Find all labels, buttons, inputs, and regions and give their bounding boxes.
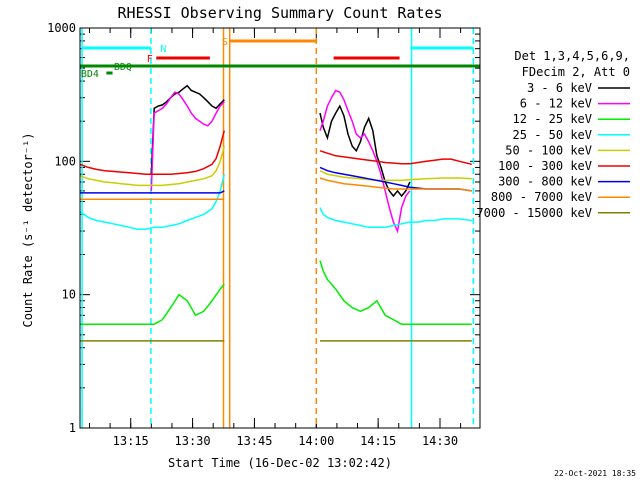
legend-label: 800 - 7000 keV	[491, 190, 592, 204]
series-line	[319, 207, 472, 229]
series-line	[319, 170, 472, 182]
legend-label: 25 - 50 keV	[513, 128, 592, 142]
series-line	[319, 166, 472, 192]
legend-label: 12 - 25 keV	[513, 112, 592, 126]
x-axis-label: Start Time (16-Dec-02 13:02:42)	[168, 456, 392, 470]
y-tick-label: 10	[62, 288, 76, 302]
series-line	[150, 91, 225, 191]
legend-header-line-1: Det 1,3,4,5,6,9,	[514, 49, 630, 63]
series-line	[79, 130, 226, 176]
series-line	[319, 177, 472, 192]
plot-frame	[79, 27, 481, 429]
x-tick-label: 13:45	[236, 434, 272, 448]
x-tick-label: 13:30	[175, 434, 211, 448]
flag-bar-label: F	[147, 54, 153, 65]
legend-label: 50 - 100 keV	[505, 143, 592, 157]
series-line	[319, 150, 472, 166]
flag-bar-label: N	[160, 44, 166, 55]
flag-bar-label: BDQ	[114, 62, 132, 73]
series-line	[80, 283, 225, 325]
series-line	[79, 174, 226, 230]
legend-label: 3 - 6 keV	[527, 81, 592, 95]
flag-bar-label: S	[222, 37, 228, 48]
legend-label: 300 - 800 keV	[498, 175, 592, 189]
series-line	[79, 145, 226, 187]
series-line	[319, 104, 411, 198]
x-tick-label: 14:00	[298, 434, 334, 448]
y-tick-label: 1000	[47, 21, 76, 35]
legend-label: 7000 - 15000 keV	[476, 206, 592, 220]
y-tick-label: 100	[54, 154, 76, 168]
series-line	[80, 190, 225, 194]
series-line	[319, 260, 472, 325]
x-tick-label: 14:15	[360, 434, 396, 448]
flag-bar-label: BD4	[81, 69, 99, 80]
y-axis-label: Count Rate (s⁻¹ detector⁻¹)	[21, 132, 35, 327]
legend-header-line-2: FDecim 2, Att 0	[522, 65, 630, 79]
footer-timestamp: 22-Oct-2021 18:35	[554, 469, 636, 478]
legend-label: 100 - 300 keV	[498, 159, 592, 173]
y-tick-label: 1	[69, 421, 76, 435]
x-tick-label: 13:15	[113, 434, 149, 448]
series-line	[319, 89, 411, 234]
legend-label: 6 - 12 keV	[520, 97, 592, 111]
x-tick-label: 14:30	[422, 434, 458, 448]
chart-title: RHESSI Observing Summary Count Rates	[117, 4, 442, 22]
series-line	[150, 84, 225, 175]
